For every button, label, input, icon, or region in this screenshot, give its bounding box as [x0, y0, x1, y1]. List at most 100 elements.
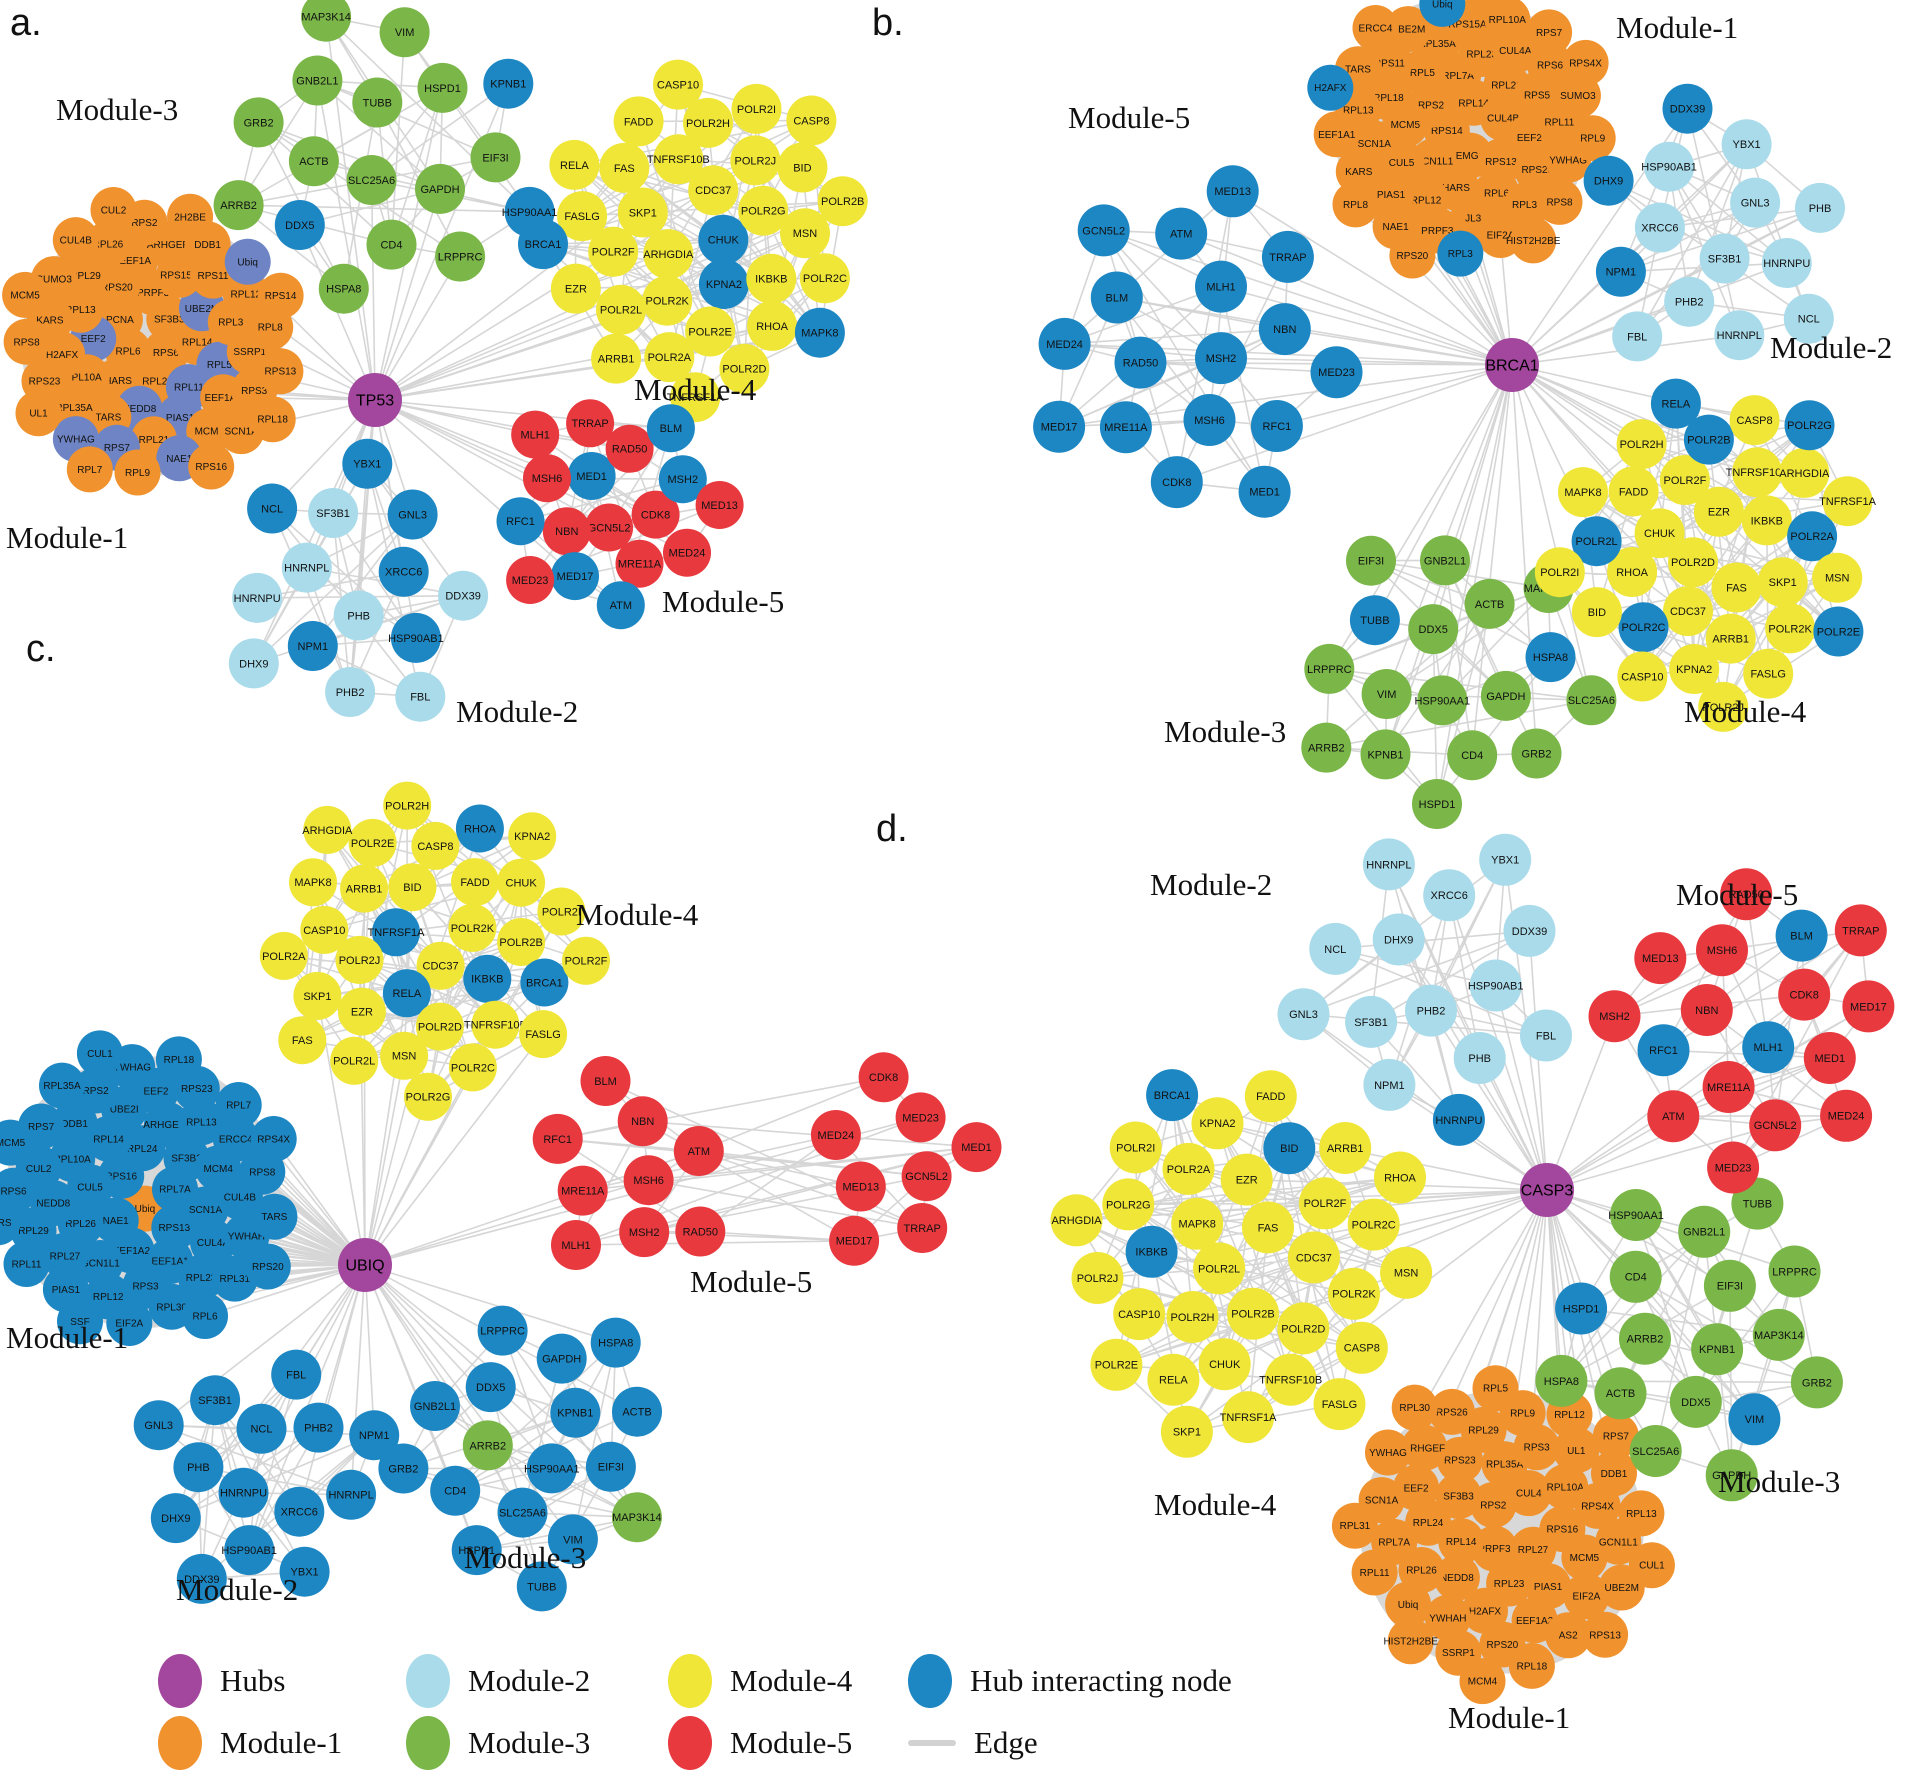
node-TRRAP[interactable]: TRRAP: [897, 1203, 948, 1253]
node-circle[interactable]: [1304, 643, 1355, 694]
node-circle[interactable]: [1277, 988, 1330, 1041]
node-circle[interactable]: [300, 905, 349, 954]
node-circle[interactable]: [1608, 466, 1659, 517]
node-circle[interactable]: [387, 489, 438, 540]
node-CASP10[interactable]: CASP10: [1617, 651, 1668, 702]
node-CUL2[interactable]: CUL2: [90, 187, 137, 233]
node-circle[interactable]: [547, 1514, 598, 1565]
node-circle[interactable]: [643, 229, 694, 280]
node-CDK8[interactable]: CDK8: [858, 1052, 909, 1103]
node-circle[interactable]: [1803, 1032, 1856, 1084]
node-circle[interactable]: [41, 1232, 88, 1279]
node-circle[interactable]: [292, 55, 343, 106]
node-POLR2J[interactable]: POLR2J: [335, 935, 384, 984]
node-NCL[interactable]: NCL: [236, 1403, 287, 1454]
node-circle[interactable]: [858, 1052, 909, 1103]
node-RPS20[interactable]: RPS20: [1389, 232, 1436, 279]
node-RHOA[interactable]: RHOA: [455, 804, 504, 853]
node-SF3B1[interactable]: SF3B1: [1699, 233, 1750, 284]
node-GNB2L1[interactable]: GNB2L1: [1420, 535, 1470, 586]
node-POLR2L[interactable]: POLR2L: [330, 1036, 379, 1085]
node-circle[interactable]: [477, 1305, 528, 1356]
node-circle[interactable]: [1277, 1302, 1330, 1355]
node-circle[interactable]: [274, 1486, 325, 1537]
node-CDC37[interactable]: CDC37: [1287, 1231, 1340, 1284]
node-ERCC4[interactable]: ERCC4: [1352, 5, 1399, 51]
node-circle[interactable]: [271, 1349, 322, 1400]
node-circle[interactable]: [497, 1487, 548, 1538]
node-UL1[interactable]: UL1: [15, 390, 62, 437]
node-circle[interactable]: [1729, 395, 1780, 446]
node-circle[interactable]: [308, 488, 359, 538]
node-CDC37[interactable]: CDC37: [688, 165, 739, 216]
node-circle[interactable]: [829, 1215, 880, 1266]
node-HSPD1[interactable]: HSPD1: [451, 1525, 502, 1576]
node-circle[interactable]: [1408, 604, 1459, 655]
node-POLR2H[interactable]: POLR2H: [1166, 1291, 1219, 1343]
node-circle[interactable]: [1391, 1384, 1438, 1431]
node-MSH2[interactable]: MSH2: [658, 455, 707, 504]
node-TRRAP[interactable]: TRRAP: [566, 399, 615, 448]
node-POLR2F[interactable]: POLR2F: [1299, 1177, 1351, 1230]
node-MRE11A[interactable]: MRE11A: [1702, 1061, 1755, 1113]
node-circle[interactable]: [1380, 1246, 1433, 1299]
node-RHOA[interactable]: RHOA: [1374, 1151, 1426, 1204]
node-POLR2F[interactable]: POLR2F: [1659, 455, 1710, 505]
node-circle[interactable]: [257, 348, 304, 395]
node-circle[interactable]: [1464, 578, 1515, 629]
node-RELA[interactable]: RELA: [1147, 1353, 1200, 1406]
node-POLR2A[interactable]: POLR2A: [1787, 511, 1838, 562]
node-MED17[interactable]: MED17: [1842, 980, 1895, 1033]
node-circle[interactable]: [415, 163, 465, 214]
node-KPNA2[interactable]: KPNA2: [1669, 644, 1720, 694]
node-ARHGDIA[interactable]: ARHGDIA: [1779, 447, 1830, 498]
node-POLR2E[interactable]: POLR2E: [348, 818, 397, 867]
node-ERCC4[interactable]: ERCC4: [212, 1115, 259, 1162]
node-circle[interactable]: [1417, 675, 1468, 726]
node-circle[interactable]: [1335, 1321, 1388, 1374]
node-circle[interactable]: [747, 300, 798, 351]
node-circle[interactable]: [1707, 1141, 1760, 1194]
node-circle[interactable]: [1090, 1338, 1143, 1391]
node-circle[interactable]: [562, 936, 610, 985]
node-circle[interactable]: [1387, 1618, 1434, 1665]
node-circle[interactable]: [1372, 913, 1425, 966]
node-circle[interactable]: [417, 62, 468, 113]
node-HIST2H2BE[interactable]: HIST2H2BE: [1383, 1618, 1438, 1665]
node-RPL30[interactable]: RPL30: [1391, 1384, 1438, 1431]
node-PHB2[interactable]: PHB2: [325, 667, 376, 717]
node-POLR2B[interactable]: POLR2B: [1227, 1287, 1279, 1340]
node-RPL23[interactable]: RPL23: [178, 1254, 225, 1301]
node-circle[interactable]: [1349, 595, 1400, 646]
node-DDX5[interactable]: DDX5: [1408, 604, 1459, 655]
node-HSPA8[interactable]: HSPA8: [1525, 632, 1576, 683]
node-MSN[interactable]: MSN: [780, 208, 830, 259]
node-circle[interactable]: [675, 1206, 726, 1257]
node-circle[interactable]: [1307, 64, 1354, 111]
node-BID[interactable]: BID: [388, 863, 437, 912]
node-circle[interactable]: [1453, 1032, 1506, 1084]
node-MED24[interactable]: MED24: [1820, 1089, 1873, 1142]
node-RAD50[interactable]: RAD50: [675, 1206, 726, 1257]
node-circle[interactable]: [1347, 1198, 1400, 1251]
node-EIF3I[interactable]: EIF3I: [470, 132, 521, 183]
node-BID[interactable]: BID: [1263, 1122, 1316, 1175]
node-circle[interactable]: [1160, 1405, 1213, 1458]
node-Ubiq[interactable]: Ubiq: [224, 238, 271, 285]
node-MSH2[interactable]: MSH2: [1588, 990, 1641, 1043]
node-BRCA1[interactable]: BRCA1: [520, 958, 569, 1007]
node-circle[interactable]: [1693, 486, 1744, 537]
node-GNL3[interactable]: GNL3: [1277, 988, 1330, 1041]
node-POLR2I[interactable]: POLR2I: [731, 83, 782, 134]
node-circle[interactable]: [1150, 456, 1203, 509]
node-ACTB[interactable]: ACTB: [612, 1386, 662, 1437]
node-circle[interactable]: [352, 77, 403, 128]
node-circle[interactable]: [349, 1410, 400, 1461]
node-circle[interactable]: [0, 1167, 37, 1214]
node-circle[interactable]: [1313, 1378, 1366, 1431]
node-circle[interactable]: [15, 390, 62, 437]
node-MED24[interactable]: MED24: [1038, 317, 1091, 370]
node-ARHGDIA[interactable]: ARHGDIA: [302, 805, 353, 854]
node-CDC37[interactable]: CDC37: [1663, 586, 1713, 637]
node-POLR2I[interactable]: POLR2I: [1534, 547, 1585, 598]
